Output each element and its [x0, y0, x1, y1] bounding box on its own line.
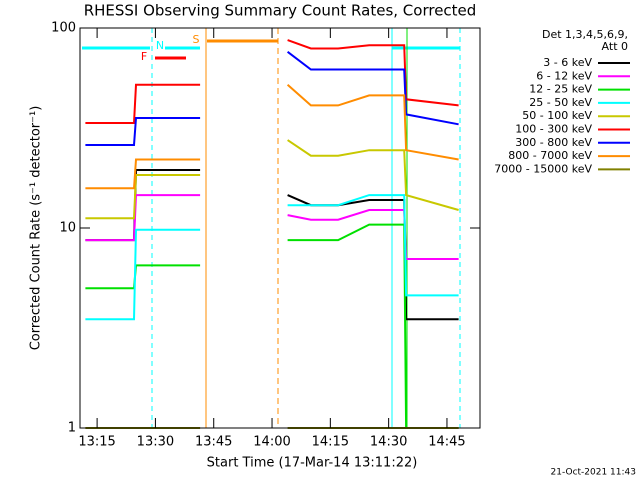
- series-line: [85, 194, 459, 321]
- x-tick-label: 13:15: [78, 435, 115, 450]
- legend-label: 50 - 100 keV: [522, 109, 592, 122]
- x-tick-label: 14:45: [428, 435, 465, 450]
- series-line: [85, 51, 459, 146]
- legend-label: 800 - 7000 keV: [508, 149, 592, 162]
- legend-label: 12 - 25 keV: [529, 83, 592, 96]
- legend-title: Att 0: [602, 40, 628, 53]
- x-tick-label: 14:15: [312, 435, 349, 450]
- flag-bars: [82, 28, 461, 428]
- legend-label: 25 - 50 keV: [529, 96, 592, 109]
- series-line: [85, 84, 459, 190]
- x-tick-label: 14:00: [253, 435, 290, 450]
- x-tick-label: 13:30: [137, 435, 174, 450]
- annotation: F: [141, 50, 147, 63]
- legend-label: 100 - 300 keV: [515, 123, 592, 136]
- series-line: [85, 223, 459, 429]
- y-tick-label: 100: [51, 21, 76, 36]
- series-line: [85, 169, 459, 321]
- series-line: [85, 194, 459, 260]
- y-axis-label: Corrected Count Rate (s⁻¹ detector⁻¹): [29, 106, 44, 351]
- series-line: [85, 139, 459, 220]
- x-axis-label: Start Time (17-Mar-14 13:11:22): [207, 456, 418, 471]
- legend-label: 300 - 800 keV: [515, 136, 592, 149]
- legend-title: Det 1,3,4,5,6,9,: [542, 28, 628, 41]
- legend-label: 3 - 6 keV: [543, 56, 592, 69]
- footer: 21-Oct-2021 11:43: [551, 468, 636, 478]
- annotation: S: [193, 33, 200, 46]
- x-tick-label: 14:30: [370, 435, 407, 450]
- annotation: N: [156, 39, 164, 52]
- legend-label: 7000 - 15000 keV: [494, 162, 592, 175]
- chart-title: RHESSI Observing Summary Count Rates, Co…: [84, 2, 477, 20]
- y-tick-label: 1: [68, 421, 76, 436]
- x-tick-label: 13:45: [195, 435, 232, 450]
- legend-label: 6 - 12 keV: [536, 69, 592, 82]
- y-tick-label: 10: [59, 221, 76, 236]
- plot-frame: [79, 27, 481, 429]
